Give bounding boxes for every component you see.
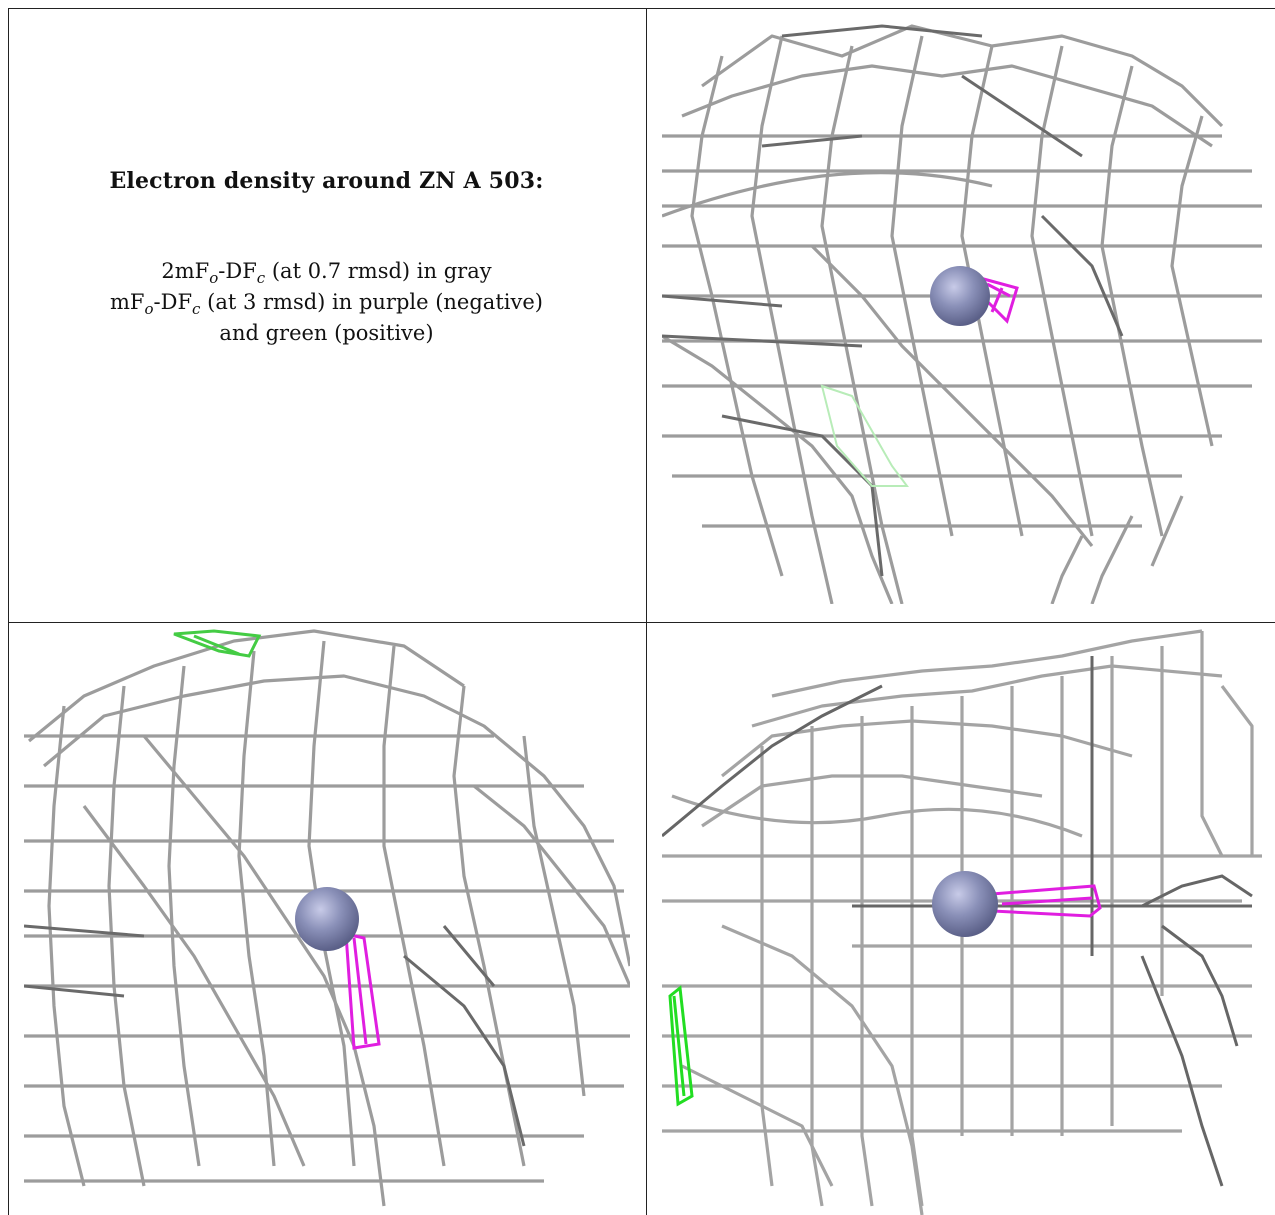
- dark-mesh: [662, 24, 1124, 577]
- density-view-top-right: [662, 16, 1267, 604]
- zinc-atom-icon: [930, 266, 990, 326]
- gray-mesh: [662, 24, 1262, 604]
- zinc-atom-icon: [932, 871, 998, 937]
- dark-mesh: [24, 924, 526, 1147]
- table-border-top: [8, 8, 1275, 9]
- caption-line-1: 2mFo-DFc (at 0.7 rmsd) in gray: [161, 259, 492, 288]
- density-view-bottom-left: [24, 626, 630, 1215]
- negative-purple-mesh: [344, 932, 381, 1050]
- density-mesh-3: [662, 629, 1262, 1215]
- caption-lines: 2mFo-DFc (at 0.7 rmsd) in gray mFo-DFc (…: [110, 256, 543, 349]
- caption-line-2: mFo-DFc (at 3 rmsd) in purple (negative): [110, 290, 543, 319]
- density-mesh-1: [662, 24, 1262, 604]
- positive-green-mesh: [820, 384, 909, 487]
- table-border-row: [8, 622, 1275, 623]
- gray-mesh: [662, 629, 1262, 1215]
- caption-cell: Electron density around ZN A 503: 2mFo-D…: [8, 8, 645, 622]
- caption-title: Electron density around ZN A 503:: [109, 168, 544, 194]
- zinc-atom-icon: [295, 887, 359, 951]
- figure-table: [0, 8, 1275, 1215]
- table-border-left: [8, 8, 9, 1215]
- positive-green-mesh: [173, 629, 262, 658]
- positive-green-mesh: [668, 985, 694, 1107]
- density-mesh-2: [24, 629, 630, 1207]
- gray-mesh: [24, 629, 630, 1207]
- dark-mesh: [662, 656, 1253, 1187]
- density-view-bottom-right: [662, 626, 1275, 1215]
- caption-line-3: and green (positive): [219, 321, 434, 345]
- table-border-middle: [646, 8, 647, 1215]
